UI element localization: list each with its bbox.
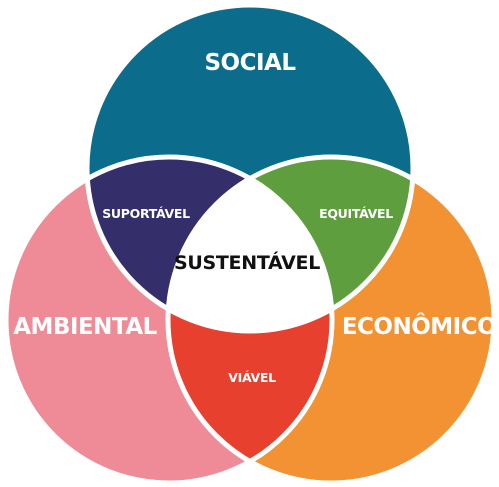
suportavel-label: SUPORTÁVEL xyxy=(102,206,190,221)
ambiental-label: AMBIENTAL xyxy=(13,314,157,340)
equitavel-label: EQUITÁVEL xyxy=(319,206,393,221)
sustentavel-label: SUSTENTÁVEL xyxy=(174,251,320,274)
ambiental-outline xyxy=(3,154,335,486)
economico-label: ECONÔMICO xyxy=(342,312,496,340)
social-outline xyxy=(84,2,416,334)
economico-outline xyxy=(165,154,497,486)
social-label: SOCIAL xyxy=(204,50,296,76)
viavel-label: VIÁVEL xyxy=(228,370,276,385)
